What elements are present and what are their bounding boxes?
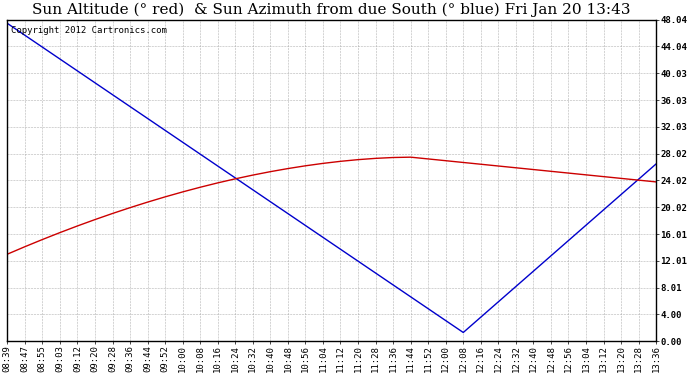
Text: Copyright 2012 Cartronics.com: Copyright 2012 Cartronics.com (10, 26, 166, 35)
Title: Sun Altitude (° red)  & Sun Azimuth from due South (° blue) Fri Jan 20 13:43: Sun Altitude (° red) & Sun Azimuth from … (32, 3, 631, 17)
